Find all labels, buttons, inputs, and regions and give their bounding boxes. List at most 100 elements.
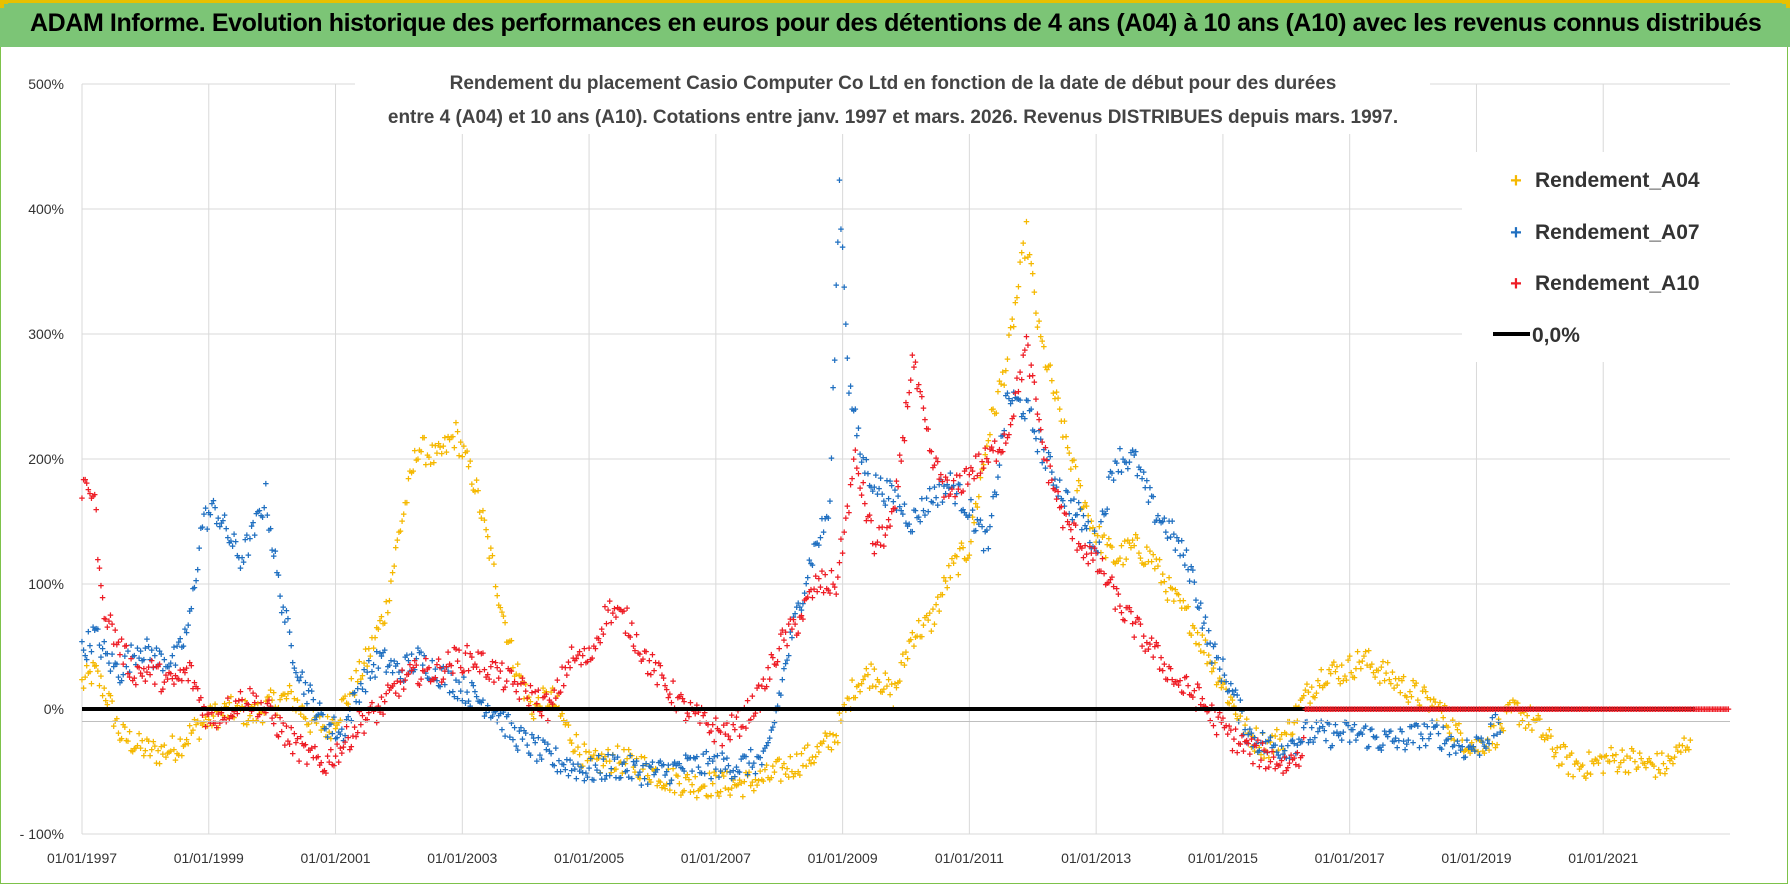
data-point: + <box>334 732 340 744</box>
data-point: + <box>979 464 985 476</box>
data-point: + <box>1505 699 1511 711</box>
data-point: + <box>1104 540 1110 552</box>
data-point: + <box>1687 735 1693 747</box>
data-point: + <box>790 612 796 624</box>
data-point: + <box>1272 740 1278 752</box>
data-point: + <box>1416 700 1422 712</box>
data-point: + <box>340 694 346 706</box>
data-point: + <box>1085 510 1091 522</box>
data-point: + <box>1655 764 1661 776</box>
data-point: + <box>1190 620 1196 632</box>
data-point: + <box>1407 686 1413 698</box>
data-point: + <box>996 460 1002 472</box>
data-point: + <box>987 429 993 441</box>
data-point: + <box>1144 475 1150 487</box>
data-point: + <box>160 749 166 761</box>
data-point: + <box>781 663 787 675</box>
data-point: + <box>494 591 500 603</box>
data-point: + <box>508 718 514 730</box>
data-point: + <box>1058 494 1064 506</box>
data-point: + <box>534 756 540 768</box>
data-point: + <box>393 542 399 554</box>
data-point: + <box>294 672 300 684</box>
data-point: + <box>862 671 868 683</box>
data-point: + <box>1567 750 1573 762</box>
data-point: + <box>1408 722 1414 734</box>
data-point: + <box>561 760 567 772</box>
data-point: + <box>1488 722 1494 734</box>
data-point: + <box>692 754 698 766</box>
data-point: + <box>1632 756 1638 768</box>
data-point: + <box>1426 705 1432 717</box>
data-point: + <box>546 701 552 713</box>
data-point: + <box>1139 558 1145 570</box>
data-point: + <box>323 732 329 744</box>
legend-marker-a07: + <box>1510 222 1522 244</box>
data-point: + <box>310 694 316 706</box>
data-point: + <box>1247 728 1253 740</box>
data-point: + <box>481 515 487 527</box>
data-point: + <box>1464 744 1470 756</box>
data-point: + <box>480 695 486 707</box>
data-point: + <box>98 671 104 683</box>
data-point: + <box>946 483 952 495</box>
data-point: + <box>786 772 792 784</box>
data-point: + <box>1381 675 1387 687</box>
data-point: + <box>857 449 863 461</box>
data-point: + <box>1353 735 1359 747</box>
data-point: + <box>1126 538 1132 550</box>
data-point: + <box>126 667 132 679</box>
data-point: + <box>1142 559 1148 571</box>
data-point: + <box>1350 672 1356 684</box>
data-point: + <box>362 686 368 698</box>
data-point: + <box>755 752 761 764</box>
data-point: + <box>280 689 286 701</box>
data-point: + <box>1017 395 1023 407</box>
data-point: + <box>1009 396 1015 408</box>
data-point: + <box>166 747 172 759</box>
corner-decoration-left <box>0 0 8 8</box>
data-point: + <box>879 489 885 501</box>
data-point: + <box>1011 321 1017 333</box>
data-point: + <box>998 431 1004 443</box>
data-point: + <box>578 762 584 774</box>
data-point: + <box>161 677 167 689</box>
data-point: + <box>744 770 750 782</box>
data-point: + <box>177 734 183 746</box>
data-point: + <box>1673 742 1679 754</box>
data-point: + <box>1269 743 1275 755</box>
data-point: + <box>172 755 178 767</box>
data-point: + <box>709 778 715 790</box>
data-point: + <box>583 747 589 759</box>
data-point: + <box>1524 710 1530 722</box>
data-point: + <box>507 636 513 648</box>
data-point: + <box>1327 668 1333 680</box>
data-point: + <box>1167 532 1173 544</box>
data-point: + <box>269 695 275 707</box>
data-point: + <box>1419 686 1425 698</box>
data-point: + <box>587 753 593 765</box>
data-point: + <box>1299 737 1305 749</box>
data-point: + <box>502 731 508 743</box>
data-point: + <box>1670 759 1676 771</box>
data-point: + <box>1042 463 1048 475</box>
data-point: + <box>971 517 977 529</box>
data-point: + <box>96 640 102 652</box>
data-point: + <box>689 780 695 792</box>
data-point: + <box>825 742 831 754</box>
data-point: + <box>472 487 478 499</box>
data-point: + <box>1592 754 1598 766</box>
data-point: + <box>1316 723 1322 735</box>
data-point: + <box>770 722 776 734</box>
data-point: + <box>1468 744 1474 756</box>
data-point: + <box>187 658 193 670</box>
data-point: + <box>1334 727 1340 739</box>
legend-marker-a10: + <box>1510 273 1522 295</box>
data-point: + <box>128 745 134 757</box>
data-point: + <box>351 687 357 699</box>
data-point: + <box>1120 454 1126 466</box>
data-point: + <box>619 759 625 771</box>
data-point: + <box>375 663 381 675</box>
data-point: + <box>792 608 798 620</box>
data-point: + <box>475 696 481 708</box>
